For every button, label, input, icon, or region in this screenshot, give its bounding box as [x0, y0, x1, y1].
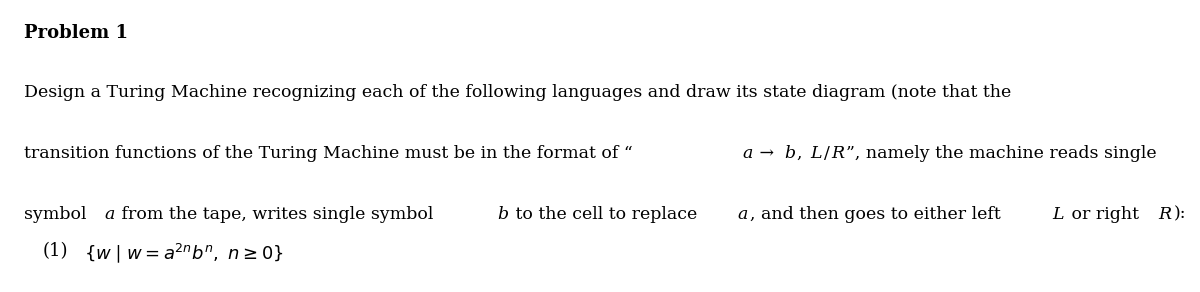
- Text: a: a: [104, 206, 114, 223]
- Text: ,: ,: [798, 145, 809, 161]
- Text: L: L: [1052, 206, 1063, 223]
- Text: transition functions of the Turing Machine must be in the format of “: transition functions of the Turing Machi…: [24, 145, 632, 161]
- Text: b: b: [785, 145, 796, 161]
- Text: ”, namely the machine reads single: ”, namely the machine reads single: [846, 145, 1157, 161]
- Text: to the cell to replace: to the cell to replace: [510, 206, 703, 223]
- Text: symbol: symbol: [24, 206, 92, 223]
- Text: R: R: [1158, 206, 1171, 223]
- Text: , and then goes to either left: , and then goes to either left: [750, 206, 1007, 223]
- Text: b: b: [497, 206, 509, 223]
- Text: a: a: [738, 206, 748, 223]
- Text: /: /: [824, 145, 830, 161]
- Text: L: L: [810, 145, 822, 161]
- Text: Design a Turing Machine recognizing each of the following languages and draw its: Design a Turing Machine recognizing each…: [24, 84, 1012, 100]
- Text: a: a: [742, 145, 752, 161]
- Text: (1): (1): [42, 242, 68, 260]
- Text: ):: ):: [1174, 206, 1187, 223]
- Text: from the tape, writes single symbol: from the tape, writes single symbol: [116, 206, 439, 223]
- Text: or right: or right: [1066, 206, 1145, 223]
- Text: Problem 1: Problem 1: [24, 24, 128, 42]
- Text: R: R: [830, 145, 844, 161]
- Text: →: →: [755, 145, 780, 161]
- Text: $\{w \mid w = a^{2n}b^n,\ n \geq 0\}$: $\{w \mid w = a^{2n}b^n,\ n \geq 0\}$: [84, 241, 284, 265]
